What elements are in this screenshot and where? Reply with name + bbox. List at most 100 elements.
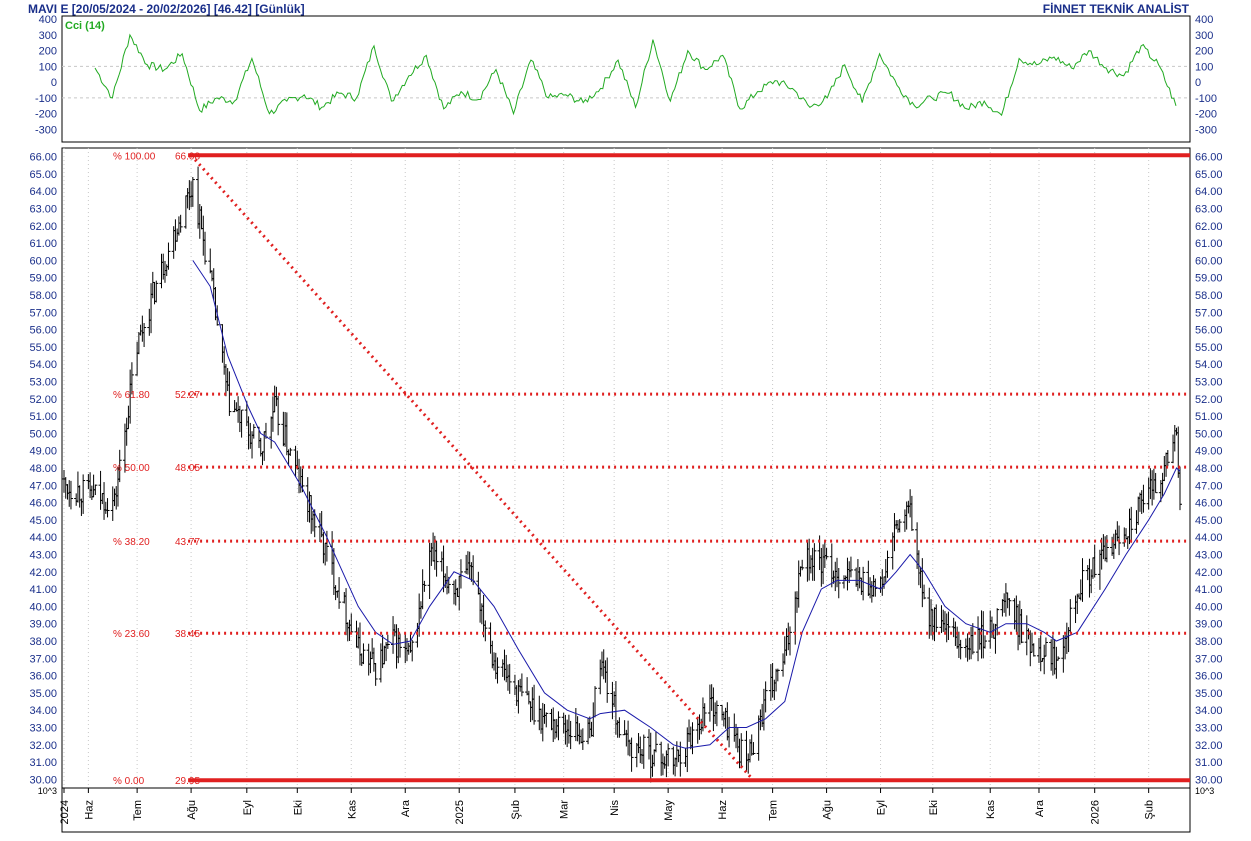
price-panel: 66.00 66.00 65.00 65.00 64.00 64.00 63.00 63.00… [29, 147, 1223, 796]
price-ytick-left: 52.00 [29, 394, 57, 406]
price-ytick-right: 32.00 [1195, 740, 1223, 752]
x-tick-label: Mar [559, 800, 571, 819]
fib-level-pct: % 61.80 [113, 390, 150, 401]
price-ytick-left: 60.00 [29, 255, 57, 267]
price-ytick-left: 32.00 [29, 740, 57, 752]
price-ytick-right: 45.00 [1195, 515, 1223, 527]
price-ytick-right: 62.00 [1195, 221, 1223, 233]
price-ytick-right: 58.00 [1195, 290, 1223, 302]
x-axis-frame [61, 787, 1191, 833]
price-ytick-left: 47.00 [29, 480, 57, 492]
fib-level-pct: % 50.00 [113, 463, 150, 474]
x-tick-label: May [663, 800, 675, 821]
price-ytick-right: 43.00 [1195, 549, 1223, 561]
price-ytick-left: 62.00 [29, 221, 57, 233]
price-ytick-right: 41.00 [1195, 584, 1223, 596]
price-ytick-right: 57.00 [1195, 307, 1223, 319]
price-ytick-left: 30.00 [29, 774, 57, 786]
price-ytick-right: 39.00 [1195, 619, 1223, 631]
price-ytick-left: 46.00 [29, 498, 57, 510]
price-ytick-left: 53.00 [29, 377, 57, 389]
brand-label: FİNNET TEKNİK ANALİST [1042, 2, 1189, 16]
price-ytick-right: 30.00 [1195, 774, 1223, 786]
cci-ytick-right: 300 [1195, 30, 1213, 42]
price-ytick-left: 36.00 [29, 671, 57, 683]
price-ytick-right: 47.00 [1195, 480, 1223, 492]
price-ytick-right: 61.00 [1195, 238, 1223, 250]
cci-frame [61, 15, 1191, 143]
x-tick-label: Haz [83, 800, 95, 820]
price-ytick-left: 48.00 [29, 463, 57, 475]
x-tick-label: Eki [292, 800, 304, 815]
price-ytick-left: 61.00 [29, 238, 57, 250]
price-ytick-left: 50.00 [29, 428, 57, 440]
price-ytick-left: 54.00 [29, 359, 57, 371]
fib-trend-line [189, 154, 755, 782]
price-ytick-left: 63.00 [29, 204, 57, 216]
price-ytick-left: 66.00 [29, 152, 57, 164]
price-ytick-left: 39.00 [29, 619, 57, 631]
price-ytick-right: 56.00 [1195, 325, 1223, 337]
price-ytick-left: 34.00 [29, 705, 57, 717]
cci-ytick-left: -100 [35, 93, 57, 105]
price-ytick-right: 52.00 [1195, 394, 1223, 406]
cci-panel: 400 400 300 300 200 200 100 100 0 0 -100 -100 -200 -2… [35, 14, 1217, 143]
price-ytick-left: 42.00 [29, 567, 57, 579]
x-tick-label: Ara [1034, 799, 1046, 817]
price-ytick-right: 49.00 [1195, 446, 1223, 458]
x-tick-label: Kas [346, 800, 358, 819]
cci-ytick-right: -300 [1195, 124, 1217, 136]
chart-title: MAVI E [20/05/2024 - 20/02/2026] [46.42]… [28, 2, 305, 16]
price-ytick-right: 42.00 [1195, 567, 1223, 579]
fib-level-value: 48.05 [175, 463, 200, 474]
x-tick-label: Tem [132, 800, 144, 821]
cci-ytick-left: 200 [39, 46, 57, 58]
cci-ytick-left: 0 [51, 77, 57, 89]
scale-note-left: 10^3 [38, 786, 57, 796]
x-axis: 2024 Haz Tem Ağu Eyl Eki Kas Ara 2025 Şub Mar Nis Ma… [59, 787, 1191, 833]
price-ytick-right: 48.00 [1195, 463, 1223, 475]
x-tick-label: Eyl [242, 800, 254, 815]
x-tick-label: 2024 [59, 800, 71, 824]
price-ytick-right: 53.00 [1195, 377, 1223, 389]
fib-level-value: 38.45 [175, 629, 200, 640]
price-ytick-left: 65.00 [29, 169, 57, 181]
price-ytick-right: 60.00 [1195, 255, 1223, 267]
cci-ytick-left: 100 [39, 61, 57, 73]
cci-ytick-left: 400 [39, 14, 57, 26]
x-tick-label: Nis [609, 800, 621, 816]
price-ytick-right: 66.00 [1195, 152, 1223, 164]
price-ytick-right: 64.00 [1195, 186, 1223, 198]
price-ytick-right: 59.00 [1195, 273, 1223, 285]
x-tick-label: Haz [717, 800, 729, 820]
cci-ytick-right: 0 [1195, 77, 1201, 89]
price-ytick-right: 38.00 [1195, 636, 1223, 648]
price-ytick-right: 34.00 [1195, 705, 1223, 717]
price-ytick-left: 49.00 [29, 446, 57, 458]
x-tick-label: Ağu [186, 800, 198, 820]
price-ytick-right: 46.00 [1195, 498, 1223, 510]
fib-level-value: 52.27 [175, 390, 200, 401]
x-tick-label: Eki [928, 800, 940, 815]
price-ytick-left: 37.00 [29, 653, 57, 665]
fib-level-pct: % 23.60 [113, 629, 150, 640]
price-ytick-left: 38.00 [29, 636, 57, 648]
cci-ytick-left: 300 [39, 30, 57, 42]
moving-average-line [192, 260, 1181, 749]
cci-ytick-left: -300 [35, 124, 57, 136]
price-ytick-left: 58.00 [29, 290, 57, 302]
price-ytick-left: 64.00 [29, 186, 57, 198]
price-ytick-right: 35.00 [1195, 688, 1223, 700]
price-ytick-left: 45.00 [29, 515, 57, 527]
price-ytick-left: 31.00 [29, 757, 57, 769]
x-tick-label: Eyl [876, 800, 888, 815]
cci-ytick-right: -100 [1195, 93, 1217, 105]
price-ytick-left: 41.00 [29, 584, 57, 596]
price-ytick-right: 50.00 [1195, 428, 1223, 440]
fib-level-pct: % 0.00 [113, 776, 145, 787]
x-tick-label: Şub [510, 800, 522, 820]
price-ytick-left: 40.00 [29, 601, 57, 613]
cci-series-line [94, 33, 1177, 117]
cci-indicator-label: Cci (14) [65, 20, 105, 32]
cci-ytick-right: 100 [1195, 61, 1213, 73]
